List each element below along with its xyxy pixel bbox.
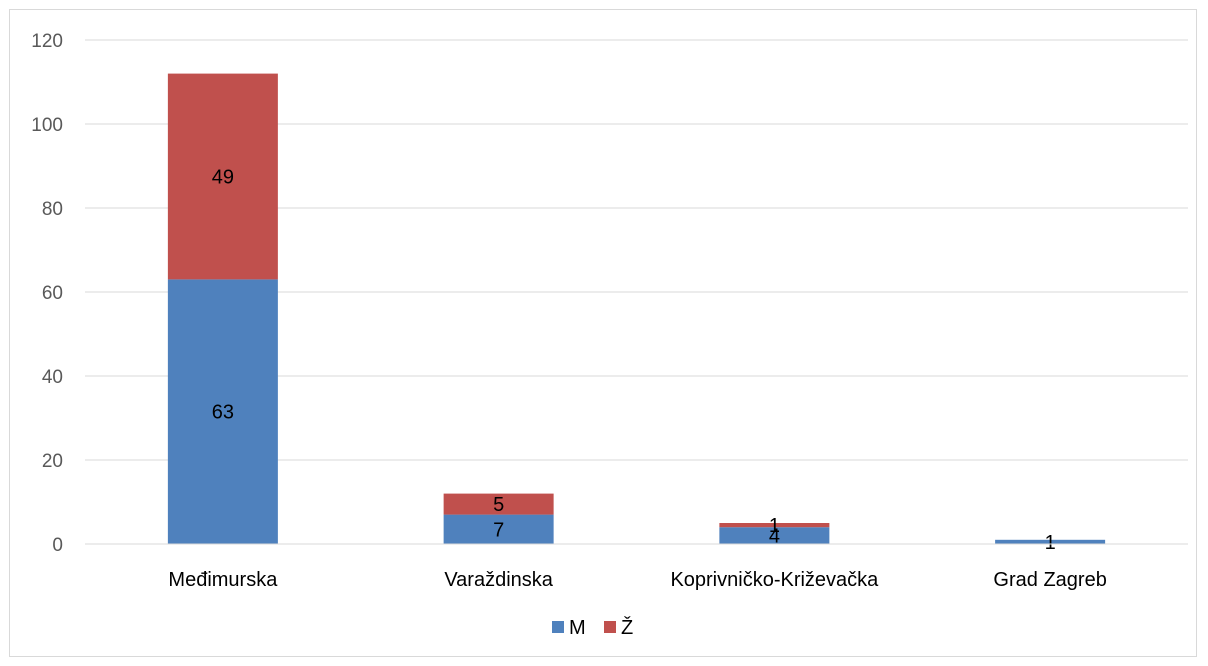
data-label: 7: [493, 519, 504, 541]
bars: [167, 73, 1106, 544]
y-tick-label: 80: [42, 199, 63, 220]
bar-M-0: [167, 279, 278, 544]
y-tick-label: 40: [42, 367, 63, 388]
data-label: 1: [1045, 532, 1056, 554]
y-tick-label: 20: [42, 451, 63, 472]
legend-label: M: [569, 617, 586, 639]
bar-M-1: [443, 514, 554, 544]
bar-Ž-1: [443, 493, 554, 515]
bar-Ž-0: [167, 73, 278, 280]
bar-M-2: [719, 527, 830, 544]
x-tick-label: Grad Zagreb: [993, 569, 1106, 591]
y-tick-label: 100: [31, 115, 63, 136]
legend-label: Ž: [621, 616, 633, 639]
data-label: 5: [493, 494, 504, 516]
y-tick-label: 0: [52, 535, 63, 556]
x-tick-label: Koprivničko-Križevačka: [670, 569, 879, 591]
data-label: 1: [769, 515, 780, 537]
y-axis: 0 20 40 60 80 100 120: [31, 31, 63, 556]
y-tick-label: 60: [42, 283, 63, 304]
bar-Ž-2: [719, 523, 830, 528]
legend-swatch: [604, 621, 616, 633]
bar-M-3: [995, 539, 1106, 544]
data-label: 49: [212, 167, 234, 189]
data-label: 63: [212, 402, 234, 424]
y-tick-label: 120: [31, 31, 63, 52]
legend-swatch: [552, 621, 564, 633]
x-axis: Međimurska Varaždinska Koprivničko-Križeva…: [85, 543, 1188, 591]
data-label: 4: [769, 526, 780, 548]
x-tick-label: Međimurska: [168, 569, 278, 591]
x-tick-label: Varaždinska: [444, 569, 553, 591]
